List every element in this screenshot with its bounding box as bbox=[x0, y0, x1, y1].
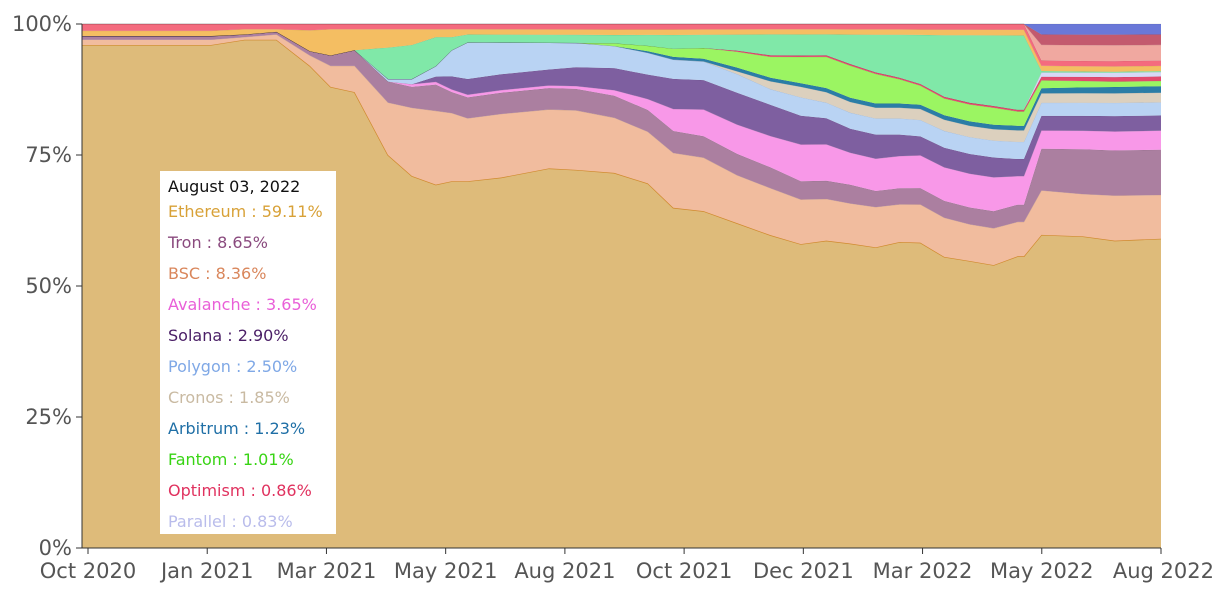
x-tick-label: Oct 2020 bbox=[40, 559, 136, 583]
area-other-2 bbox=[82, 24, 1161, 67]
area-other-3 bbox=[82, 24, 1161, 62]
tooltip-entry: Arbitrum : 1.23% bbox=[168, 419, 306, 438]
tooltip-date: August 03, 2022 bbox=[168, 177, 301, 196]
x-axis: Oct 2020 Jan 2021 Mar 2021 May 2021 Aug 2021… bbox=[40, 547, 1214, 583]
tooltip-entry: Parallel : 0.83% bbox=[168, 512, 293, 531]
area-other bbox=[82, 29, 1161, 72]
tooltip-entry: Optimism : 0.86% bbox=[168, 481, 312, 500]
x-tick-label: Dec 2021 bbox=[753, 559, 854, 583]
tooltip-entry: BSC : 8.36% bbox=[168, 264, 267, 283]
y-tick-label: 0% bbox=[39, 536, 72, 560]
tooltip-entry: Cronos : 1.85% bbox=[168, 388, 290, 407]
tooltip-entry: Ethereum : 59.11% bbox=[168, 202, 323, 221]
y-tick-label: 75% bbox=[25, 143, 72, 167]
area-cronos bbox=[82, 31, 1161, 142]
tooltip-entry: Tron : 8.65% bbox=[168, 233, 268, 252]
tooltip-entry: Avalanche : 3.65% bbox=[168, 295, 317, 314]
area-polygon bbox=[82, 31, 1161, 160]
tooltip-entry: Fantom : 1.01% bbox=[168, 450, 294, 469]
area-edge-other-2 bbox=[82, 23, 1162, 62]
area-edge-other-3 bbox=[82, 23, 1162, 46]
area-avalanche bbox=[82, 31, 1161, 212]
y-tick-label: 25% bbox=[25, 405, 72, 429]
x-tick-label: Aug 2022 bbox=[1113, 559, 1214, 583]
tooltip-entry: Polygon : 2.50% bbox=[168, 357, 298, 376]
area-edge-other-4 bbox=[82, 23, 1162, 35]
x-tick-label: Mar 2022 bbox=[873, 559, 973, 583]
x-tick-label: Aug 2021 bbox=[514, 559, 615, 583]
y-tick-label: 50% bbox=[25, 274, 72, 298]
area-solana bbox=[82, 31, 1161, 178]
y-tick-label: 100% bbox=[12, 12, 72, 36]
area-other-4 bbox=[82, 24, 1161, 46]
area-fantom bbox=[82, 31, 1161, 126]
chart-areas bbox=[82, 23, 1162, 548]
x-tick-label: May 2021 bbox=[394, 559, 498, 583]
area-other-5 bbox=[82, 24, 1161, 35]
area-arbitrum bbox=[82, 31, 1161, 131]
tooltip-entry: Solana : 2.90% bbox=[168, 326, 289, 345]
tooltip-rows: Ethereum : 59.11% Tron : 8.65% BSC : 8.36%… bbox=[168, 202, 336, 543]
x-tick-label: Jan 2021 bbox=[159, 559, 254, 583]
area-terra bbox=[82, 31, 1161, 110]
x-tick-label: Mar 2021 bbox=[277, 559, 377, 583]
y-axis: 0% 25% 50% 75% 100% bbox=[12, 12, 83, 560]
x-tick-label: Oct 2021 bbox=[636, 559, 732, 583]
x-tick-label: May 2022 bbox=[990, 559, 1094, 583]
area-ethereum bbox=[82, 39, 1161, 548]
hover-tooltip: August 03, 2022 Ethereum : 59.11% Tron : … bbox=[160, 171, 336, 534]
area-bsc bbox=[82, 34, 1161, 266]
